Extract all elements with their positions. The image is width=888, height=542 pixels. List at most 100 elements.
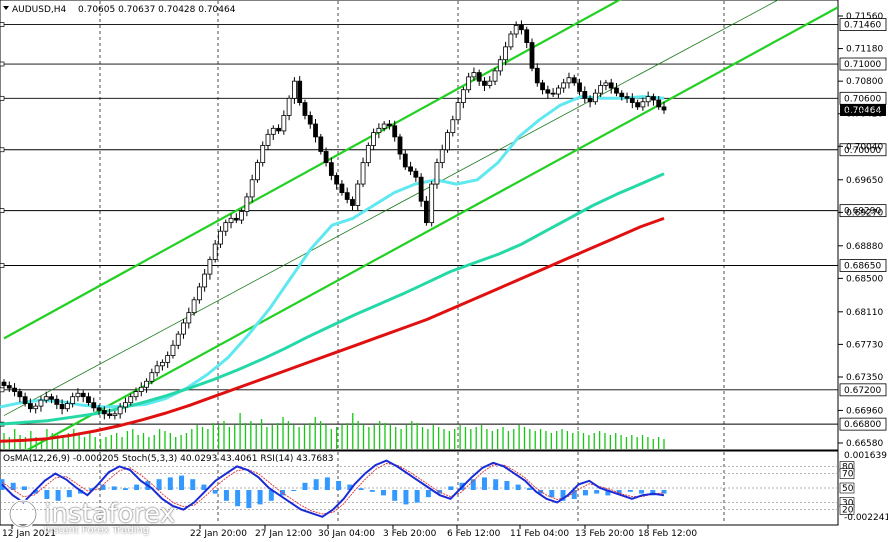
level-marker bbox=[0, 22, 5, 27]
osma-bar bbox=[179, 475, 185, 490]
osma-bar bbox=[291, 490, 297, 491]
candle-body bbox=[445, 132, 450, 151]
candle-body bbox=[408, 166, 413, 172]
candle-body bbox=[196, 286, 202, 301]
candle-body bbox=[43, 396, 49, 401]
candle-body bbox=[550, 92, 556, 95]
candle-body bbox=[540, 82, 545, 91]
candle-body bbox=[17, 391, 23, 398]
osma-bar bbox=[33, 490, 39, 494]
osma-bar bbox=[167, 477, 173, 490]
time-label: 30 Jan 04:00 bbox=[318, 529, 375, 539]
time-label: 13 Feb 20:00 bbox=[575, 529, 634, 539]
candle-body bbox=[138, 386, 144, 392]
osma-bar bbox=[571, 490, 577, 499]
indicator-header: OsMA(12,26,9) -0.000205 Stoch(5,3,3) 40.… bbox=[3, 454, 334, 464]
candle-body bbox=[381, 123, 387, 129]
candle-body bbox=[608, 82, 614, 89]
candle-body bbox=[128, 396, 134, 404]
indicator-level-box bbox=[839, 468, 855, 479]
stochastic-lines bbox=[1, 459, 665, 518]
candle-body bbox=[503, 46, 509, 61]
osma-bar bbox=[268, 490, 274, 501]
osma-bar bbox=[122, 488, 128, 490]
candle-body bbox=[566, 77, 572, 84]
price-tick-label: 0.68500 bbox=[846, 274, 883, 284]
price-tick-label: 0.68880 bbox=[846, 242, 883, 252]
candle-body bbox=[144, 380, 149, 388]
logo-icon bbox=[8, 499, 38, 529]
level-label-box bbox=[839, 18, 887, 31]
candle-body bbox=[629, 97, 635, 104]
candle-body bbox=[107, 413, 112, 416]
candle-body bbox=[202, 273, 208, 288]
indicator-axis-label: -0.002241 bbox=[844, 513, 888, 523]
price-tick-label: 0.69650 bbox=[846, 176, 883, 186]
osma-bar bbox=[313, 479, 319, 490]
moving-average-line bbox=[0, 172, 665, 426]
osma-bar bbox=[515, 484, 521, 490]
osma-bar bbox=[369, 490, 375, 492]
price-axis: 0.71560 0.71180 0.70800 0.70420 0.70040 0.696… bbox=[838, 12, 883, 449]
candle-body bbox=[302, 102, 308, 116]
candle-body bbox=[154, 365, 160, 374]
candle-body bbox=[645, 96, 651, 103]
candle-body bbox=[27, 403, 33, 410]
osma-bar bbox=[190, 479, 196, 490]
indicator-level-box bbox=[839, 482, 855, 494]
level-label: 0.71460 bbox=[844, 21, 881, 31]
level-marker bbox=[0, 95, 5, 101]
candle-body bbox=[413, 170, 419, 178]
dropdown-triangle-icon[interactable] bbox=[3, 6, 9, 10]
candle-body bbox=[1, 381, 7, 386]
instaforex-logo: instaforex Instant Forex Trading bbox=[8, 499, 175, 536]
candle-body bbox=[587, 97, 593, 103]
candle-body bbox=[212, 243, 218, 260]
candle-body bbox=[455, 102, 461, 121]
chart-header: AUDUSD,H4 0.70605 0.70637 0.70428 0.7046… bbox=[3, 5, 236, 15]
candle-body bbox=[323, 151, 329, 164]
candle-body bbox=[371, 132, 377, 146]
candle-body bbox=[482, 80, 487, 86]
price-tick-label: 0.67730 bbox=[846, 340, 883, 350]
osma-bar bbox=[21, 486, 27, 490]
candle-body bbox=[270, 127, 276, 135]
osma-bar bbox=[358, 488, 364, 490]
candle-body bbox=[33, 405, 39, 410]
indicator-level-box bbox=[839, 504, 855, 515]
candle-body bbox=[651, 96, 656, 101]
osma-bar bbox=[257, 490, 263, 505]
candle-body bbox=[434, 162, 440, 185]
candle-body bbox=[360, 162, 366, 185]
candle-body bbox=[297, 80, 303, 104]
candle-body bbox=[519, 25, 524, 31]
osma-bar bbox=[560, 490, 566, 501]
osma-bar bbox=[470, 479, 476, 490]
candle-body bbox=[492, 70, 498, 82]
level-label: 0.66800 bbox=[844, 420, 881, 430]
level-label-box bbox=[839, 143, 887, 157]
level-marker bbox=[0, 387, 5, 393]
candle-body bbox=[112, 413, 118, 416]
candle-body bbox=[497, 59, 503, 72]
candle-body bbox=[529, 42, 535, 69]
time-label: 18 Feb 12:00 bbox=[638, 529, 697, 539]
candle-body bbox=[86, 396, 91, 404]
candle-body bbox=[281, 115, 287, 132]
price-tick-label: 0.71180 bbox=[846, 45, 883, 55]
candle-body bbox=[6, 385, 12, 389]
candle-body bbox=[175, 333, 181, 346]
osma-bar bbox=[246, 490, 252, 508]
candle-body bbox=[96, 407, 102, 411]
level-label-box bbox=[839, 204, 887, 218]
candle-body bbox=[387, 123, 392, 127]
level-label: 0.68650 bbox=[844, 262, 881, 272]
candles bbox=[1, 20, 667, 420]
level-marker bbox=[0, 263, 5, 268]
time-label: 12 Jan 2021 bbox=[2, 529, 56, 539]
candle-body bbox=[598, 85, 604, 94]
candle-body bbox=[545, 89, 551, 94]
osma-bar bbox=[403, 490, 409, 505]
osma-bar bbox=[44, 490, 50, 499]
